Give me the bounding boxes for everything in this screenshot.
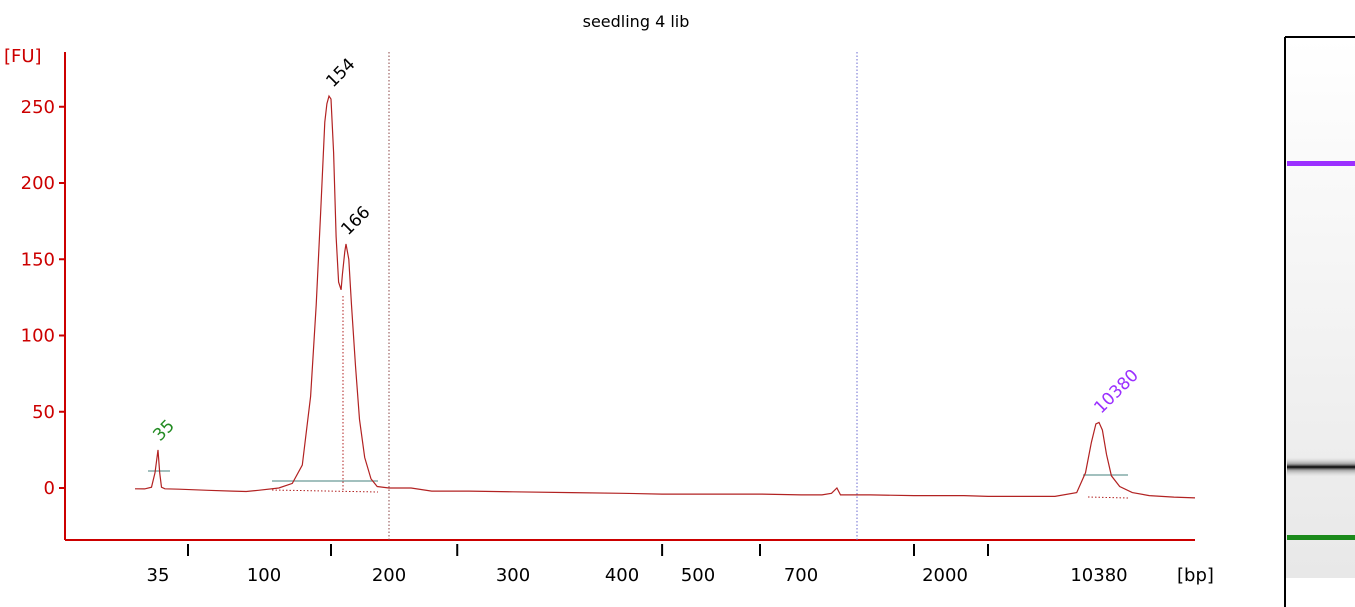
x-tick-label: 35: [147, 565, 170, 586]
y-tick-label: 200: [21, 173, 55, 194]
peak-label: 10380: [1090, 366, 1142, 418]
peak-base-dotted: [1087, 496, 1129, 499]
y-tick-label: 150: [21, 249, 55, 270]
peak-base-dotted: [271, 489, 379, 493]
peak-label: 154: [322, 55, 359, 92]
peak-label: 166: [337, 202, 374, 239]
plot-area: 0 50 100 150 200 250 [FU] 35 100 200 300 400 500 700 2…: [4, 46, 1214, 586]
x-tick-label: 400: [605, 565, 639, 586]
gel-band-sample: [1287, 456, 1355, 478]
x-tick-label: 500: [681, 565, 715, 586]
gel-band-lower-marker: [1287, 535, 1355, 540]
x-tick-label: 2000: [922, 565, 968, 586]
y-tick-label: 0: [44, 478, 55, 499]
trace-line: [134, 94, 1196, 499]
gel-lane: [1285, 38, 1355, 578]
peak-label: 35: [149, 416, 178, 445]
y-axis-label: [FU]: [4, 46, 42, 67]
y-tick-label: 100: [21, 326, 55, 347]
x-tick-label: 300: [496, 565, 530, 586]
x-tick-label: 100: [247, 565, 281, 586]
x-tick-label: 10380: [1070, 565, 1127, 586]
chart-title: seedling 4 lib: [583, 12, 690, 31]
x-tick-label: 200: [372, 565, 406, 586]
x-tick-label: 700: [784, 565, 818, 586]
y-tick-label: 250: [21, 97, 55, 118]
y-tick-label: 50: [32, 402, 55, 423]
x-axis-label: [bp]: [1177, 565, 1214, 586]
gel-band-upper-marker: [1287, 161, 1355, 166]
gel-image: [1284, 36, 1355, 607]
